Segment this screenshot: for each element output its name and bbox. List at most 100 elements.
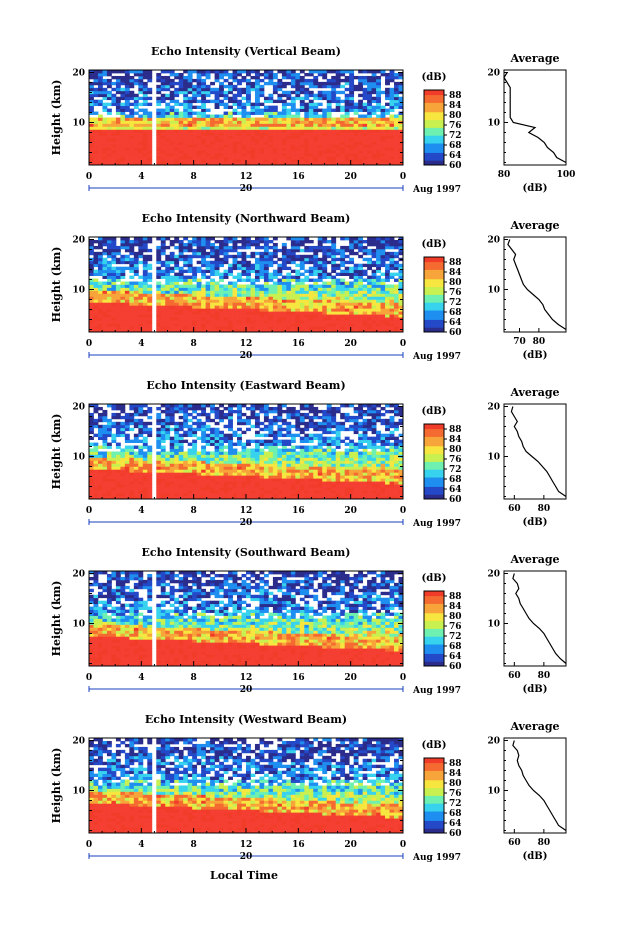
heatmap-cell	[380, 162, 386, 166]
heatmap-cell	[259, 272, 265, 276]
heatmap-cell	[124, 439, 130, 443]
heatmap-cell	[232, 490, 238, 494]
heatmap-cell	[169, 490, 175, 494]
heatmap-cell	[192, 278, 198, 282]
heatmap-cell	[358, 302, 364, 306]
heatmap-cell	[120, 454, 126, 458]
heatmap-cell	[313, 156, 319, 160]
heatmap-cell	[349, 93, 355, 98]
heatmap-cell	[165, 493, 171, 497]
heatmap-cell	[228, 105, 233, 109]
heatmap-cell	[115, 445, 121, 449]
heatmap-cell	[219, 75, 224, 80]
heatmap-cell	[326, 153, 332, 157]
heatmap-cell	[331, 120, 337, 124]
heatmap-cell	[124, 153, 130, 157]
heatmap-cell	[201, 427, 207, 432]
heatmap-cell	[196, 287, 202, 291]
heatmap-cell	[138, 293, 144, 297]
heatmap-cell	[210, 487, 215, 491]
heatmap-cell	[142, 412, 148, 417]
heatmap-cell	[308, 111, 314, 115]
heatmap-cell	[120, 475, 126, 479]
heatmap-cell	[223, 105, 229, 109]
heatmap-cell	[281, 266, 287, 271]
heatmap-cell	[308, 132, 314, 136]
heatmap-cell	[106, 284, 112, 288]
heatmap-cell	[111, 299, 117, 303]
heatmap-cell	[201, 263, 207, 268]
heatmap-cell	[286, 114, 292, 118]
heatmap-cell	[192, 254, 198, 259]
heatmap-cell	[317, 320, 323, 324]
heatmap-cell	[313, 317, 319, 321]
heatmap-cell	[102, 430, 108, 435]
heatmap-cells	[89, 237, 404, 333]
heatmap-cell	[196, 284, 202, 288]
heatmap-cell	[349, 126, 355, 130]
heatmap-cell	[183, 123, 189, 127]
heatmap-cell	[160, 317, 166, 321]
heatmap-cell	[111, 144, 117, 148]
heatmap-cell	[349, 105, 355, 109]
heatmap-cell	[263, 284, 269, 288]
heatmap-cell	[232, 457, 238, 461]
heatmap-cell	[223, 120, 229, 124]
heatmap-cell	[313, 266, 319, 271]
heatmap-cell	[219, 469, 224, 473]
heatmap-cell	[111, 102, 117, 107]
heatmap-cell	[340, 150, 346, 154]
heatmap-cell	[187, 132, 193, 136]
heatmap-cell	[362, 290, 368, 294]
heatmap-cell	[93, 421, 99, 426]
heatmap-cell	[326, 293, 332, 297]
heatmap-cell	[214, 266, 220, 271]
heatmap-cell	[196, 427, 202, 432]
heatmap-cell	[111, 317, 117, 321]
heatmap-cell	[353, 129, 359, 133]
heatmap-cell	[187, 242, 193, 247]
heatmap-cell	[313, 281, 319, 285]
heatmap-cell	[210, 263, 215, 268]
heatmap-cell	[214, 90, 220, 95]
heatmap-cell	[201, 296, 207, 300]
heatmap-cell	[160, 78, 166, 83]
heatmap-cell	[147, 487, 153, 491]
heatmap-cell	[210, 120, 215, 124]
heatmap-cell	[398, 162, 404, 166]
heatmap-cell	[93, 272, 99, 276]
heatmap-cell	[317, 108, 323, 112]
heatmap-cell	[93, 487, 99, 491]
heatmap-cell	[246, 290, 251, 294]
heatmap-cell	[362, 263, 368, 268]
heatmap-cell	[210, 81, 215, 86]
heatmap-cell	[138, 138, 144, 142]
heatmap-cell	[133, 445, 139, 449]
heatmap-cell	[299, 102, 305, 107]
heatmap-cell	[210, 70, 215, 74]
heatmap-cell	[165, 272, 171, 276]
heatmap-cell	[322, 123, 328, 127]
heatmap-cell	[106, 460, 112, 464]
heatmap-cell	[124, 257, 130, 262]
heatmap-cell	[376, 156, 381, 160]
heatmap-cell	[299, 141, 305, 145]
heatmap-cell	[237, 290, 242, 294]
heatmap-cell	[196, 117, 202, 121]
heatmap-cell	[228, 320, 233, 324]
heatmap-cell	[214, 284, 220, 288]
heatmap-cell	[385, 93, 390, 98]
heatmap-cell	[313, 147, 319, 151]
heatmap-cell	[111, 70, 117, 74]
heatmap-cell	[196, 305, 202, 309]
heatmap-cell	[187, 266, 193, 271]
heatmap-cell	[250, 308, 256, 312]
heatmap-cell	[223, 496, 229, 500]
heatmap-cell	[178, 314, 184, 318]
heatmap-cell	[183, 302, 189, 306]
heatmap-cell	[187, 284, 193, 288]
heatmap-cell	[201, 135, 207, 139]
heatmap-cell	[89, 105, 94, 109]
heatmap-cell	[93, 257, 99, 262]
heatmap-cell	[165, 75, 171, 80]
